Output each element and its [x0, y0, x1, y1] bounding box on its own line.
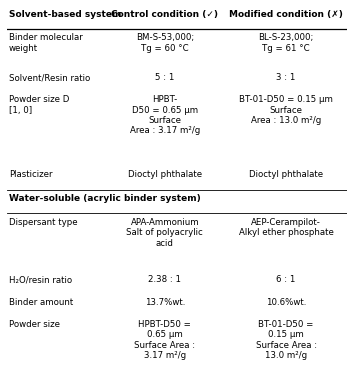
- Text: Dispersant type: Dispersant type: [9, 218, 77, 227]
- Text: BT-01-D50 = 0.15 μm
Surface
Area : 13.0 m²/g: BT-01-D50 = 0.15 μm Surface Area : 13.0 …: [239, 95, 333, 125]
- Text: APA-Ammonium
Salt of polyacrylic
acid: APA-Ammonium Salt of polyacrylic acid: [126, 218, 203, 248]
- Text: HPBT-
D50 = 0.65 μm
Surface
Area : 3.17 m²/g: HPBT- D50 = 0.65 μm Surface Area : 3.17 …: [130, 95, 200, 135]
- Text: 6 : 1: 6 : 1: [276, 275, 296, 284]
- Text: Modified condition (✗): Modified condition (✗): [229, 10, 343, 19]
- Text: Solvent/Resin ratio: Solvent/Resin ratio: [9, 73, 90, 82]
- Text: 5 : 1: 5 : 1: [155, 73, 175, 82]
- Text: 10.6%wt.: 10.6%wt.: [266, 298, 306, 307]
- Text: Solvent-based system: Solvent-based system: [9, 10, 121, 19]
- Text: BT-01-D50 =
0.15 μm
Surface Area :
13.0 m²/g: BT-01-D50 = 0.15 μm Surface Area : 13.0 …: [256, 320, 317, 360]
- Text: H₂O/resin ratio: H₂O/resin ratio: [9, 275, 72, 284]
- Text: BM-S-53,000;
Tg = 60 °C: BM-S-53,000; Tg = 60 °C: [136, 33, 194, 53]
- Text: HPBT-D50 =
0.65 μm
Surface Area :
3.17 m²/g: HPBT-D50 = 0.65 μm Surface Area : 3.17 m…: [134, 320, 195, 360]
- Text: Dioctyl phthalate: Dioctyl phthalate: [128, 170, 202, 179]
- Text: Control condition (✓): Control condition (✓): [111, 10, 218, 19]
- Text: Dioctyl phthalate: Dioctyl phthalate: [249, 170, 323, 179]
- Text: 2.38 : 1: 2.38 : 1: [148, 275, 181, 284]
- Text: BL-S-23,000;
Tg = 61 °C: BL-S-23,000; Tg = 61 °C: [258, 33, 314, 53]
- Text: Powder size D
[1, 0]: Powder size D [1, 0]: [9, 95, 69, 115]
- Text: Plasticizer: Plasticizer: [9, 170, 52, 179]
- Text: 3 : 1: 3 : 1: [276, 73, 296, 82]
- Text: Binder amount: Binder amount: [9, 298, 73, 307]
- Text: Water-soluble (acrylic binder system): Water-soluble (acrylic binder system): [9, 194, 201, 204]
- Text: Binder molecular
weight: Binder molecular weight: [9, 33, 83, 53]
- Text: AEP-Cerampilot-
Alkyl ether phosphate: AEP-Cerampilot- Alkyl ether phosphate: [239, 218, 334, 238]
- Text: 13.7%wt.: 13.7%wt.: [145, 298, 185, 307]
- Text: Powder size: Powder size: [9, 320, 60, 329]
